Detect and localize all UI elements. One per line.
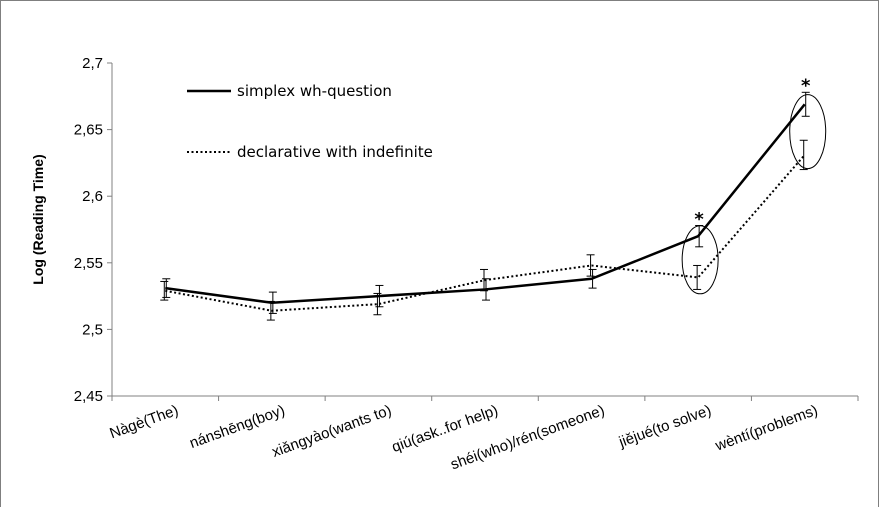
y-tick-label: 2,5	[82, 321, 103, 338]
series-line-0	[165, 103, 806, 305]
y-tick-label: 2,45	[74, 388, 103, 405]
error-bars	[160, 91, 810, 321]
legend-label: declarative with indefinite	[237, 143, 433, 161]
series-line-1	[165, 154, 806, 312]
error-bar	[586, 254, 595, 277]
error-bar	[693, 264, 702, 290]
legend-item-1: declarative with indefinite	[187, 143, 433, 161]
y-tick-label: 2,7	[82, 55, 103, 72]
y-tick-label: 2,55	[74, 255, 103, 272]
annotations: **	[681, 75, 827, 295]
legend: simplex wh-question declarative with inde…	[187, 82, 433, 161]
legend-label: simplex wh-question	[237, 82, 392, 100]
error-bar	[268, 291, 277, 314]
x-tick-label: xiǎngyào(wants to)	[270, 402, 394, 461]
x-tick-label: jiějué(to solve)	[616, 402, 714, 451]
x-tick-label: Nàgè(The)	[107, 402, 180, 442]
error-bar	[588, 268, 597, 289]
y-tick-label: 2,65	[74, 122, 103, 139]
y-tick-label: 2,6	[82, 188, 103, 205]
legend-item-0: simplex wh-question	[187, 82, 392, 100]
significance-marker: *	[694, 209, 704, 230]
x-ticks: Nàgè(The) nánshēng(boy)xiǎngyào(wants to)…	[107, 396, 859, 473]
error-bar	[373, 292, 382, 316]
significance-circle	[681, 225, 719, 295]
error-bar	[266, 300, 275, 321]
x-tick-label: wèntí(problems)	[712, 402, 820, 455]
error-bar	[160, 280, 169, 301]
error-bar	[801, 91, 810, 117]
significance-circle	[789, 94, 827, 170]
error-bar	[482, 278, 490, 301]
y-ticks: 2,45 2,5 2,55 2,6 2,65 2,7	[74, 55, 112, 405]
axes	[111, 63, 858, 397]
error-bar	[480, 268, 488, 292]
significance-marker: *	[801, 75, 811, 96]
y-axis-label: Log (Reading Time)	[30, 154, 46, 284]
series-layer	[165, 103, 806, 312]
error-bar	[799, 139, 808, 171]
y-axis-label-group: Log (Reading Time)	[30, 154, 46, 284]
error-bar	[375, 284, 384, 308]
